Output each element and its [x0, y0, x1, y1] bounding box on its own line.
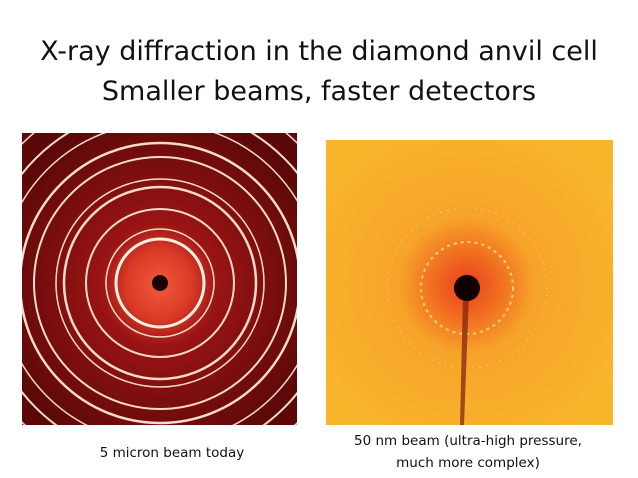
beam-stop — [454, 275, 480, 301]
beam-stop — [152, 275, 168, 291]
ring — [62, 185, 258, 381]
beam-stop-arm — [460, 295, 469, 425]
left-diffraction-image — [22, 133, 297, 425]
ring — [105, 228, 215, 338]
ring — [22, 141, 297, 425]
diffraction-ring — [386, 207, 548, 369]
title-line: X-ray diffraction in the diamond anvil c… — [40, 36, 598, 67]
caption: much more complex) — [396, 455, 540, 471]
ring — [85, 208, 235, 358]
right-diffraction-image — [326, 140, 613, 425]
ring — [114, 237, 206, 329]
title-line: Smaller beams, faster detectors — [102, 76, 536, 107]
ring — [55, 178, 265, 388]
ring — [33, 156, 287, 410]
caption: 5 micron beam today — [100, 445, 245, 461]
diffraction-rings — [22, 133, 297, 425]
caption: 50 nm beam (ultra-high pressure, — [354, 433, 582, 449]
